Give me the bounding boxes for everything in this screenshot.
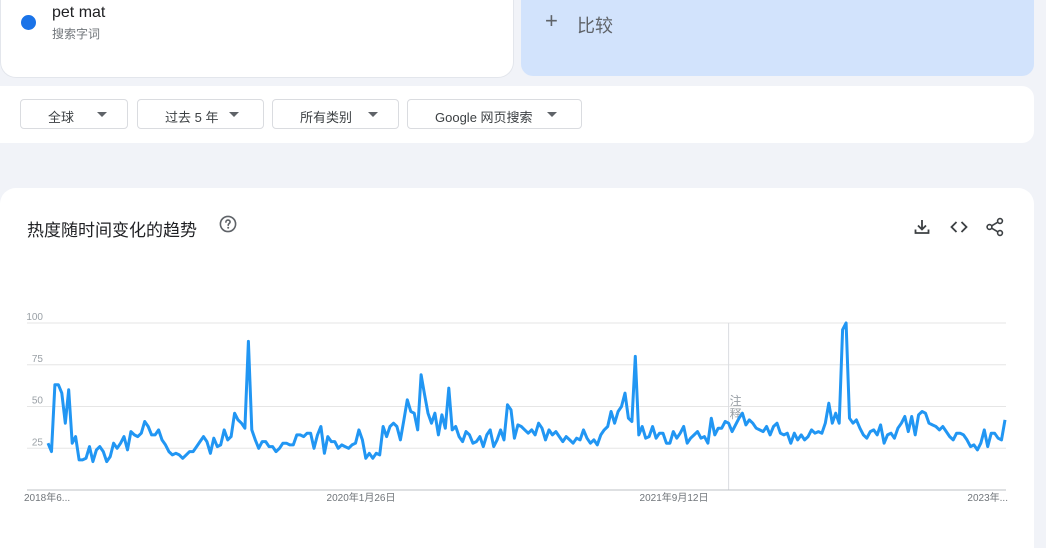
y-tick-label: 50 [32,396,44,407]
x-tick-label: 2020年1月26日 [327,491,396,504]
chevron-down-icon [97,112,107,117]
term-name[interactable]: pet mat [52,4,106,21]
y-tick-label: 25 [32,437,44,448]
grid-lines [27,322,1006,449]
filter-region-label: 全球 [48,110,75,125]
chevron-down-icon [229,112,239,117]
x-tick-label: 2021年9月12日 [640,491,709,504]
y-tick-label: 100 [26,312,43,323]
annotation-char: 注 [730,393,742,408]
filter-time-range-label: 过去 5 年 [165,110,219,125]
plus-icon: + [545,8,558,33]
compare-button[interactable]: + 比较 [521,0,1034,76]
search-term-card[interactable]: pet mat 搜索字词 [0,0,514,78]
filter-search-type[interactable]: Google 网页搜索 [407,99,582,129]
term-type: 搜索字词 [52,27,101,41]
chevron-down-icon [547,112,557,117]
embed-icon[interactable] [949,217,969,237]
share-icon[interactable] [985,217,1005,237]
series-line-pet-mat [46,321,1007,464]
filter-region[interactable]: 全球 [20,99,128,129]
panel-title: 热度随时间变化的趋势 [27,221,197,240]
filter-bar: 全球 过去 5 年 所有类别 Google 网页搜索 [0,86,1034,143]
filter-category[interactable]: 所有类别 [272,99,399,129]
y-axis-labels: 25 50 75 100 [26,312,43,448]
x-tick-label: 2023年... [967,491,1008,504]
compare-label: 比较 [577,16,613,36]
filter-search-type-label: Google 网页搜索 [435,110,533,125]
y-tick-label: 75 [32,354,44,365]
download-icon[interactable] [912,217,932,237]
interest-over-time-panel: 热度随时间变化的趋势 25 50 75 100 注 释 2018年6... 2020年1… [0,188,1034,548]
filter-time-range[interactable]: 过去 5 年 [137,99,264,129]
x-axis-labels: 2018年6... 2020年1月26日 2021年9月12日 2023年... [24,491,1008,504]
x-tick-label: 2018年6... [24,491,70,504]
term-color-dot [21,15,36,30]
help-icon[interactable] [219,215,237,233]
chevron-down-icon [368,112,378,117]
filter-category-label: 所有类别 [300,110,353,125]
